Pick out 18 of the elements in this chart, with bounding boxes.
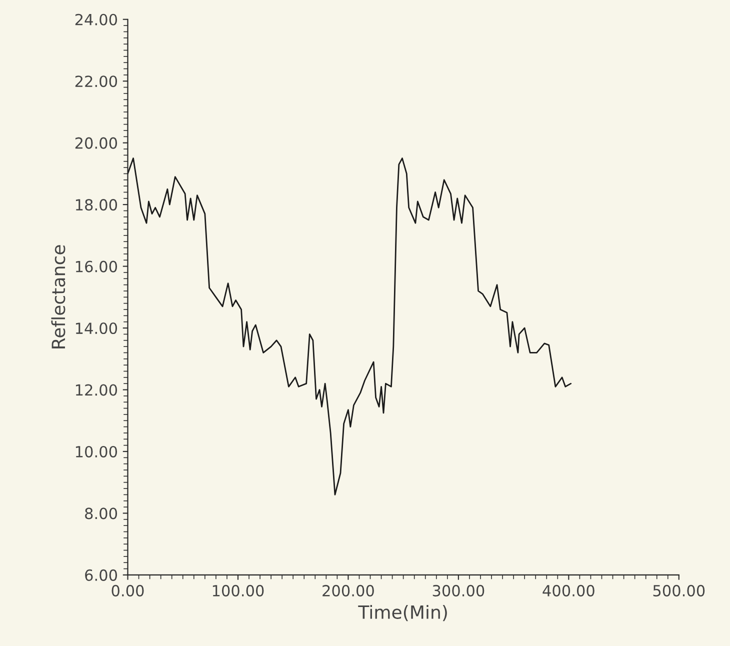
y-tick-label: 12.00 (76, 384, 118, 396)
x-tick-label: 0.00 (112, 584, 144, 596)
y-tick-label: 14.00 (76, 322, 118, 334)
y-tick-label: 16.00 (76, 260, 118, 272)
x-axis-title: Time(Min) (358, 605, 447, 622)
y-axis-title: Reflectance (51, 245, 66, 348)
x-tick-label: 500.00 (653, 584, 705, 596)
y-tick-label: 8.00 (85, 508, 118, 520)
y-tick-label: 24.00 (75, 14, 118, 26)
y-tick-label: 22.00 (75, 76, 118, 88)
y-tick-label: 6.00 (85, 569, 118, 581)
x-tick-label: 400.00 (542, 584, 594, 596)
x-tick-label: 300.00 (432, 584, 484, 596)
x-tick-label: 100.00 (212, 584, 264, 596)
y-tick-label: 10.00 (76, 446, 118, 458)
y-tick-label: 20.00 (75, 137, 118, 149)
y-tick-label: 18.00 (76, 199, 118, 211)
x-tick-label: 200.00 (322, 584, 374, 596)
